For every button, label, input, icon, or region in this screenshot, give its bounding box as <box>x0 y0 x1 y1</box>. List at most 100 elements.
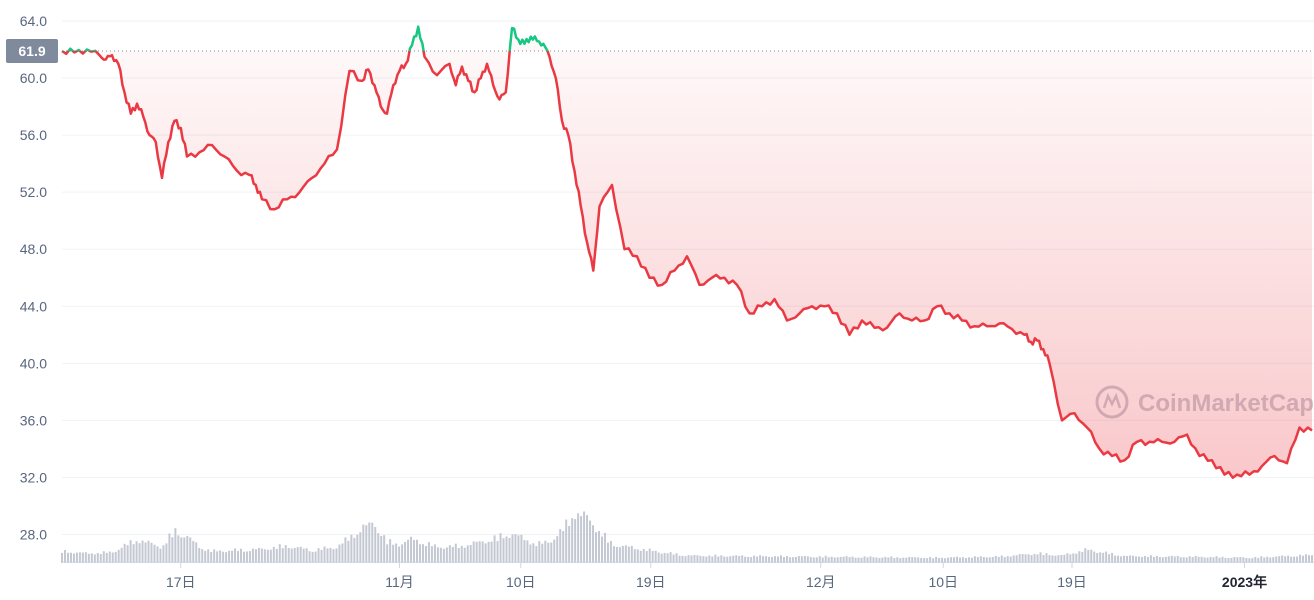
volume-bar <box>1093 551 1096 563</box>
volume-bar <box>779 555 782 563</box>
volume-bar <box>168 533 171 563</box>
volume-bar <box>1033 553 1036 563</box>
volume-bar <box>1182 557 1185 563</box>
volume-bar <box>562 531 565 563</box>
volume-bar <box>204 550 207 563</box>
volume-bar <box>1057 555 1060 563</box>
volume-bar <box>1039 552 1042 563</box>
volume-bar <box>657 552 660 563</box>
volume-bar <box>198 548 201 563</box>
volume-bar <box>135 541 138 563</box>
x-tick-label: 19日 <box>636 574 666 590</box>
volume-bar <box>621 545 624 563</box>
volume-bar <box>1123 555 1126 563</box>
volume-bar <box>750 557 753 563</box>
y-tick-label: 32.0 <box>20 469 47 485</box>
volume-bar <box>237 551 240 563</box>
volume-bar <box>535 546 538 563</box>
volume-bar <box>1218 557 1221 563</box>
volume-bar <box>329 547 332 563</box>
volume-bar <box>183 537 186 563</box>
volume-bar <box>741 555 744 563</box>
price-line-below-reference <box>61 50 1313 479</box>
volume-bar <box>696 555 699 563</box>
volume-bar <box>207 549 210 563</box>
volume-bar <box>1194 555 1197 563</box>
volume-bar <box>1272 557 1275 563</box>
volume-bar <box>944 558 947 563</box>
volume-bar <box>732 555 735 563</box>
volume-bar <box>159 548 162 563</box>
volume-bar <box>532 543 535 563</box>
volume-bar <box>854 557 857 563</box>
volume-bar <box>1284 556 1287 563</box>
price-area-fill <box>62 26 1312 478</box>
volume-bar <box>120 547 123 563</box>
volume-bar <box>87 553 90 563</box>
volume-bar <box>1120 556 1123 563</box>
volume-bar <box>466 545 469 563</box>
volume-bar <box>517 535 520 563</box>
volume-bar <box>234 548 237 563</box>
volume-bar <box>407 539 410 563</box>
volume-bar <box>210 552 213 563</box>
volume-bar <box>1146 557 1149 563</box>
volume-bar <box>559 529 562 563</box>
volume-bar <box>953 557 956 563</box>
volume-bar <box>287 547 290 563</box>
volume-bar <box>353 537 356 563</box>
volume-bar <box>603 532 606 563</box>
volume-bar <box>672 554 675 563</box>
volume-bar <box>475 541 478 563</box>
volume-bar <box>794 557 797 563</box>
volume-bar <box>1266 556 1269 563</box>
volume-bar <box>1278 556 1281 563</box>
volume-bar <box>314 551 317 563</box>
volume-bar <box>1048 555 1051 563</box>
volume-bar <box>356 534 359 563</box>
volume-bar <box>1281 555 1284 563</box>
y-tick-label: 64.0 <box>20 13 47 29</box>
volume-bar <box>538 541 541 563</box>
volume-bar <box>114 551 117 563</box>
volume-bar <box>290 548 293 563</box>
volume-bar <box>401 544 404 563</box>
volume-bar <box>433 544 436 563</box>
volume-bar <box>1036 554 1039 563</box>
volume-bar <box>1045 553 1048 563</box>
volume-bar <box>964 557 967 563</box>
volume-bar <box>1054 555 1057 563</box>
volume-bar <box>612 546 615 563</box>
volume-bar <box>421 544 424 563</box>
y-tick-label: 52.0 <box>20 184 47 200</box>
y-tick-label: 28.0 <box>20 526 47 542</box>
volume-bar <box>1161 557 1164 563</box>
volume-bar <box>547 542 550 563</box>
volume-bar <box>726 556 729 563</box>
volume-bar <box>1012 555 1015 563</box>
volume-bar <box>583 511 586 563</box>
volume-bar <box>606 542 609 563</box>
volume-bar <box>997 556 1000 563</box>
volume-bar <box>762 556 765 563</box>
volume-bar <box>905 557 908 563</box>
volume-bar <box>827 557 830 563</box>
volume-bar <box>1206 557 1209 563</box>
volume-bar <box>938 558 941 563</box>
volume-bar <box>195 542 198 563</box>
volume-bar <box>785 555 788 563</box>
volume-bar <box>639 550 642 563</box>
volume-bar <box>729 556 732 563</box>
volume-bar <box>389 539 392 563</box>
volume-bar <box>502 538 505 563</box>
volume-bar <box>1311 555 1313 563</box>
volume-bar <box>1170 555 1173 563</box>
volume-bar <box>436 547 439 563</box>
volume-bar <box>618 547 621 563</box>
volume-bar <box>955 556 958 563</box>
volume-bar <box>63 549 66 563</box>
volume-bar <box>308 551 311 563</box>
volume-bar <box>580 516 583 563</box>
volume-bar <box>141 540 144 563</box>
volume-bar <box>1188 556 1191 563</box>
